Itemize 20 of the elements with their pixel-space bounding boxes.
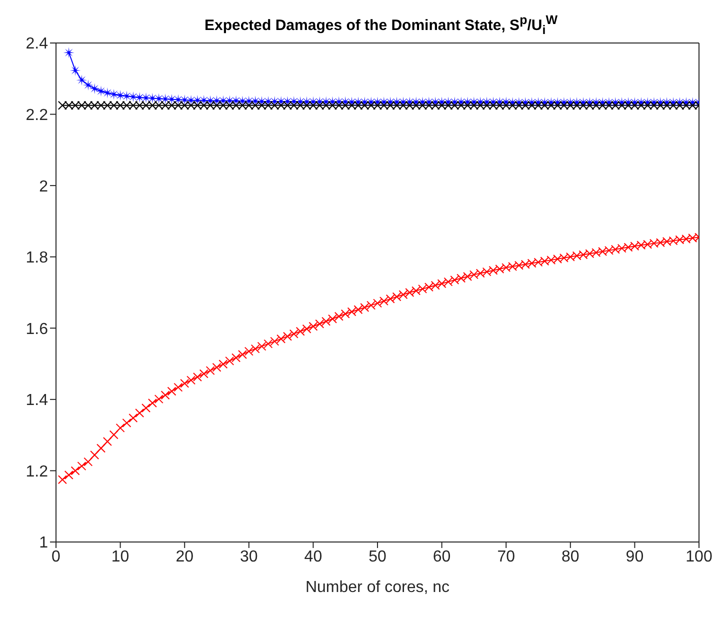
y-tick-label: 1.2 <box>26 463 48 480</box>
x-tick-label: 90 <box>626 548 644 566</box>
x-axis-title: Number of cores, nc <box>305 579 450 596</box>
x-tick-label: 60 <box>432 548 451 566</box>
y-tick-label: 2.2 <box>26 106 48 124</box>
x-tick-label: 10 <box>111 548 130 566</box>
x-tick-label: 50 <box>368 548 386 566</box>
x-tick-label: 100 <box>686 548 712 566</box>
y-tick-label: 1.6 <box>26 320 48 338</box>
x-tick-label: 30 <box>240 548 258 566</box>
x-tick-label: 0 <box>52 548 61 566</box>
y-tick-label: 2.4 <box>26 36 48 53</box>
y-tick-label: 1 <box>39 534 48 552</box>
y-tick-label: 1.8 <box>26 250 48 267</box>
y-tick-label: 2 <box>39 178 48 196</box>
y-tick-label: 1.4 <box>26 392 48 410</box>
x-tick-label: 70 <box>497 548 516 566</box>
x-tick-label: 80 <box>562 548 580 566</box>
x-tick-label: 40 <box>304 548 322 566</box>
x-tick-label: 20 <box>176 548 194 566</box>
